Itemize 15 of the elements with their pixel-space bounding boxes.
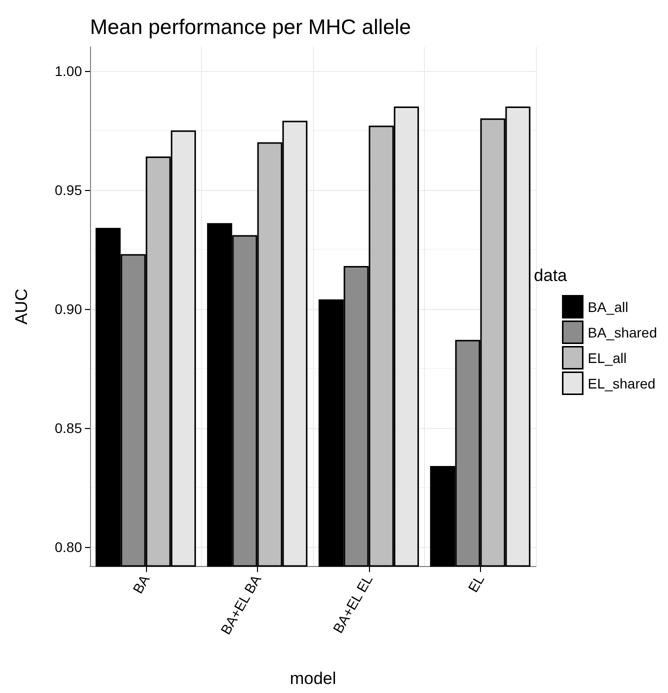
y-tick-label: 0.90 xyxy=(54,300,82,317)
chart-title: Mean performance per MHC allele xyxy=(90,16,411,39)
x-tick-label: EL xyxy=(464,572,488,595)
legend-label: BA_all xyxy=(588,298,628,315)
legend-label: BA_shared xyxy=(588,324,658,340)
y-tick-label: 0.80 xyxy=(54,538,82,555)
legend-title: data xyxy=(534,266,568,285)
legend-label: EL_shared xyxy=(588,375,656,392)
y-tick-label: 1.00 xyxy=(54,62,82,79)
y-tick-label: 0.85 xyxy=(54,420,82,436)
x-axis-title: model xyxy=(290,669,336,688)
x-tick-label: BA xyxy=(129,571,154,596)
legend-label: EL_all xyxy=(588,350,627,366)
y-axis-title: AUC xyxy=(12,288,31,324)
y-tick-label: 0.95 xyxy=(54,182,82,198)
